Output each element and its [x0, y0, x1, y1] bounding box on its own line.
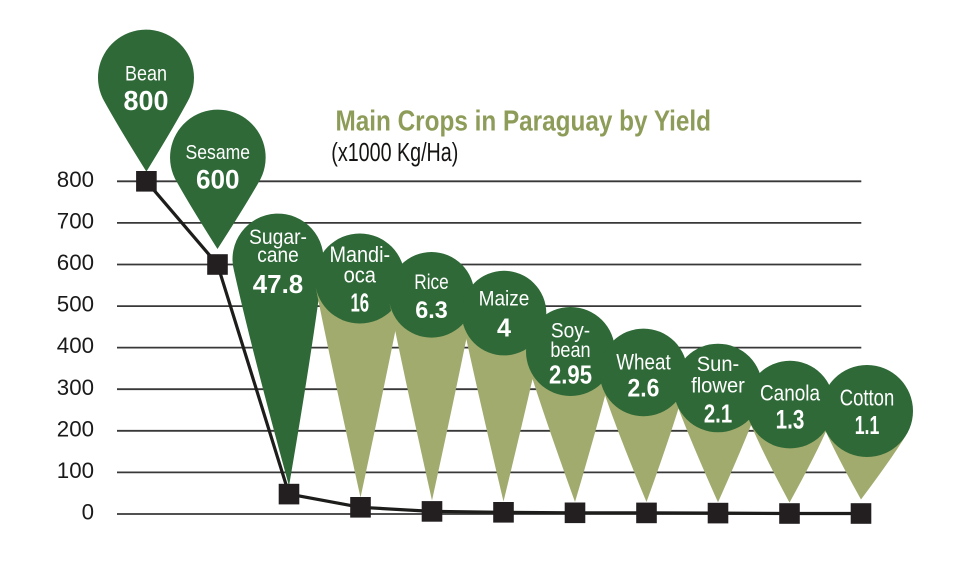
svg-text:600: 600 [57, 250, 94, 275]
svg-text:6.3: 6.3 [415, 297, 448, 324]
svg-text:(x1000 Kg/Ha): (x1000 Kg/Ha) [331, 137, 458, 167]
svg-text:2.6: 2.6 [628, 376, 660, 403]
svg-text:300: 300 [57, 375, 94, 400]
svg-text:Wheat: Wheat [616, 349, 671, 374]
svg-text:Sesame: Sesame [186, 141, 251, 164]
svg-text:Mandi-: Mandi- [329, 242, 390, 267]
svg-text:400: 400 [57, 333, 94, 358]
svg-text:0: 0 [82, 500, 94, 525]
svg-text:Canola: Canola [760, 381, 820, 406]
svg-text:Maize: Maize [479, 287, 530, 310]
svg-text:2.1: 2.1 [704, 399, 732, 429]
svg-text:47.8: 47.8 [253, 271, 304, 299]
svg-text:oca: oca [344, 263, 377, 288]
svg-text:2.95: 2.95 [549, 362, 592, 390]
svg-text:Main Crops in Paraguay by Yiel: Main Crops in Paraguay by Yield [336, 105, 712, 137]
svg-text:Cotton: Cotton [840, 384, 895, 410]
svg-text:Soy-: Soy- [551, 318, 590, 342]
svg-text:4: 4 [497, 312, 512, 342]
svg-text:bean: bean [550, 338, 590, 362]
svg-text:500: 500 [57, 292, 94, 317]
svg-text:Sugar-: Sugar- [249, 226, 307, 249]
svg-text:1.1: 1.1 [855, 412, 880, 440]
svg-text:700: 700 [57, 209, 94, 234]
svg-text:200: 200 [57, 416, 94, 441]
svg-text:cane: cane [257, 244, 298, 267]
svg-text:100: 100 [57, 458, 94, 483]
svg-text:flower: flower [691, 374, 745, 398]
svg-text:Bean: Bean [125, 62, 167, 86]
svg-text:16: 16 [351, 290, 370, 318]
svg-text:600: 600 [196, 164, 240, 194]
svg-text:1.3: 1.3 [776, 405, 805, 435]
svg-text:Rice: Rice [414, 271, 448, 294]
svg-text:800: 800 [57, 167, 94, 192]
svg-text:Sun-: Sun- [697, 352, 739, 376]
svg-text:800: 800 [124, 85, 169, 116]
